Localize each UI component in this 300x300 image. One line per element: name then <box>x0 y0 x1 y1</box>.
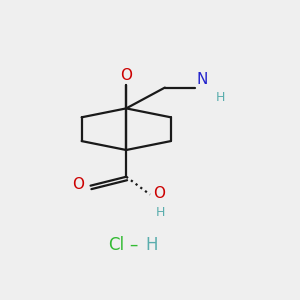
Text: O: O <box>120 68 132 83</box>
Text: O: O <box>73 177 85 192</box>
Text: O: O <box>153 186 165 201</box>
Text: H: H <box>215 91 225 104</box>
Text: N: N <box>196 72 207 87</box>
Text: H: H <box>145 236 158 254</box>
Text: H: H <box>156 206 165 219</box>
Text: –: – <box>130 236 138 254</box>
Text: Cl: Cl <box>108 236 124 254</box>
